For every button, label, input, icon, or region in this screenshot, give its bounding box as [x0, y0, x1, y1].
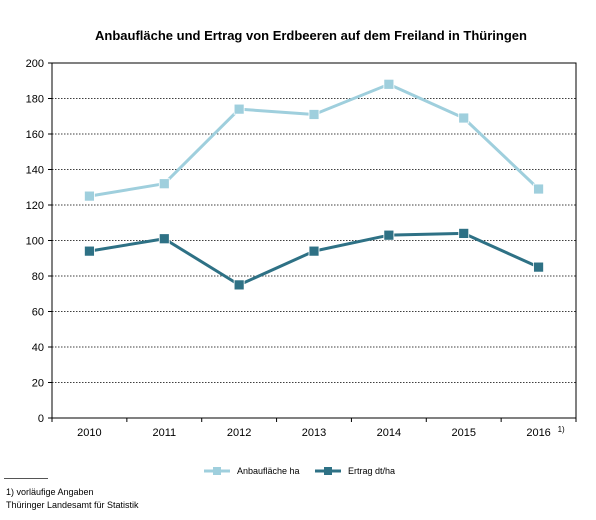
data-point	[383, 229, 395, 241]
x-tick-footnote-marker: 1)	[558, 425, 565, 434]
gridlines	[52, 98, 576, 383]
y-tick-label: 40	[32, 342, 44, 354]
data-point	[533, 183, 544, 195]
y-tick-label: 60	[32, 307, 44, 319]
data-point	[383, 78, 395, 90]
legend-label: Ertrag dt/ha	[348, 466, 395, 476]
data-point	[458, 227, 470, 239]
data-point	[158, 178, 170, 190]
x-tick-label: 2011	[152, 427, 176, 439]
legend-label: Anbaufläche ha	[237, 466, 300, 476]
legend: Anbaufläche ha Ertrag dt/ha	[204, 466, 395, 476]
x-tick-label: 2014	[377, 427, 401, 439]
data-point	[84, 190, 95, 202]
data-point	[233, 279, 245, 291]
x-tick-label: 2015	[451, 427, 475, 439]
data-point	[84, 245, 95, 257]
y-tick-label: 140	[26, 165, 44, 177]
data-point	[158, 233, 170, 245]
y-tick-label: 160	[26, 129, 44, 141]
chart-title: Anbaufläche und Ertrag von Erdbeeren auf…	[95, 28, 527, 43]
legend-marker	[324, 467, 332, 475]
legend-marker	[213, 467, 221, 475]
x-tick-label: 2010	[77, 427, 101, 439]
x-tick-label: 2016	[526, 427, 550, 439]
data-point	[308, 109, 320, 120]
y-tick-label: 20	[32, 378, 44, 390]
series-line-0	[89, 82, 540, 198]
data-point	[458, 112, 470, 124]
y-tick-label: 100	[26, 236, 44, 248]
data-point	[233, 103, 245, 115]
source-note: Thüringer Landesamt für Statistik	[6, 500, 139, 510]
x-axis: 2010 2011 2012 2013 2014 2015 2016 1)	[51, 418, 577, 439]
y-tick-label: 180	[26, 94, 44, 106]
x-tick-label: 2012	[227, 427, 251, 439]
y-tick-label: 0	[38, 413, 44, 425]
y-tick-label: 120	[26, 200, 44, 212]
x-tick-label: 2013	[302, 427, 326, 439]
data-point	[533, 261, 544, 273]
series-line-1	[89, 231, 540, 287]
series-group	[84, 78, 544, 291]
footnote-divider	[4, 478, 48, 479]
footnote-preliminary: 1) vorläufige Angaben	[6, 487, 94, 497]
y-tick-label: 200	[26, 58, 44, 70]
y-tick-label: 80	[32, 271, 44, 283]
y-axis: 0 20 40 60 80 100 120 140 160 180 200	[26, 58, 52, 425]
data-point	[308, 245, 320, 257]
